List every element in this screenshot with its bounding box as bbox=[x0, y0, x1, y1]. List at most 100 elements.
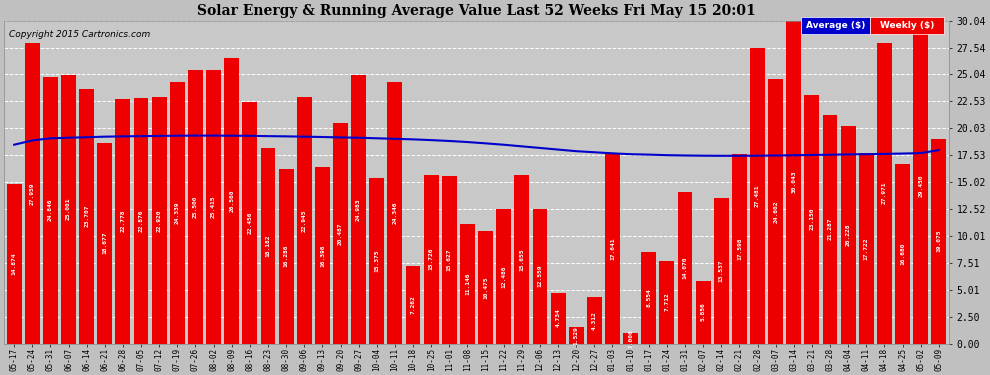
Text: 27.959: 27.959 bbox=[30, 182, 35, 205]
Text: 25.415: 25.415 bbox=[211, 196, 216, 218]
Text: 23.707: 23.707 bbox=[84, 205, 89, 227]
Bar bbox=[659, 261, 674, 344]
Bar bbox=[406, 266, 421, 344]
Text: 21.287: 21.287 bbox=[828, 218, 833, 240]
Bar bbox=[533, 209, 547, 344]
Bar bbox=[859, 153, 874, 344]
Bar bbox=[43, 76, 57, 344]
Text: 30.043: 30.043 bbox=[791, 171, 796, 194]
Bar bbox=[805, 95, 820, 344]
Text: 22.778: 22.778 bbox=[121, 210, 126, 232]
Text: Weekly ($): Weekly ($) bbox=[880, 21, 935, 30]
Bar bbox=[768, 79, 783, 344]
Text: 22.945: 22.945 bbox=[302, 209, 307, 231]
Text: 15.375: 15.375 bbox=[374, 250, 379, 272]
Text: 12.486: 12.486 bbox=[501, 265, 506, 288]
Text: 24.983: 24.983 bbox=[356, 198, 361, 220]
Bar bbox=[823, 115, 838, 344]
Bar bbox=[496, 209, 511, 344]
Bar bbox=[569, 327, 584, 344]
Text: 4.734: 4.734 bbox=[555, 309, 560, 327]
Text: 27.481: 27.481 bbox=[755, 184, 760, 207]
Bar bbox=[677, 192, 692, 344]
Bar bbox=[188, 69, 203, 344]
Text: 15.655: 15.655 bbox=[520, 248, 525, 271]
Text: 25.001: 25.001 bbox=[66, 198, 71, 220]
Bar bbox=[914, 27, 929, 344]
Text: Average ($): Average ($) bbox=[806, 21, 865, 30]
Bar bbox=[387, 82, 402, 344]
Bar bbox=[134, 98, 148, 344]
Bar bbox=[333, 123, 347, 344]
Text: 17.722: 17.722 bbox=[864, 237, 869, 260]
Bar bbox=[460, 224, 475, 344]
Bar bbox=[7, 184, 22, 344]
Bar bbox=[750, 48, 765, 344]
Bar bbox=[550, 292, 565, 344]
Bar bbox=[932, 138, 946, 344]
Text: 22.876: 22.876 bbox=[139, 209, 144, 232]
Bar bbox=[61, 75, 76, 344]
Bar bbox=[515, 175, 530, 344]
Bar bbox=[278, 168, 294, 344]
Bar bbox=[151, 97, 166, 344]
Bar bbox=[315, 167, 330, 344]
Text: 4.312: 4.312 bbox=[592, 311, 597, 330]
Bar bbox=[478, 231, 493, 344]
Text: 19.075: 19.075 bbox=[937, 230, 941, 252]
Bar bbox=[424, 174, 439, 344]
Bar bbox=[260, 148, 275, 344]
Text: 29.450: 29.450 bbox=[918, 174, 924, 196]
Text: 24.339: 24.339 bbox=[175, 201, 180, 224]
Bar bbox=[369, 178, 384, 344]
Text: 7.712: 7.712 bbox=[664, 293, 669, 312]
Text: 11.146: 11.146 bbox=[465, 272, 470, 295]
Text: 17.598: 17.598 bbox=[737, 238, 742, 260]
Text: 24.602: 24.602 bbox=[773, 200, 778, 223]
Text: 16.680: 16.680 bbox=[900, 243, 905, 265]
Text: 14.874: 14.874 bbox=[12, 252, 17, 275]
Bar bbox=[801, 16, 870, 34]
Bar bbox=[605, 154, 620, 344]
Bar bbox=[642, 252, 656, 344]
Text: 20.487: 20.487 bbox=[338, 222, 343, 245]
Text: 22.920: 22.920 bbox=[156, 209, 161, 232]
Bar bbox=[623, 333, 638, 344]
Text: 16.396: 16.396 bbox=[320, 244, 325, 267]
Text: 27.971: 27.971 bbox=[882, 182, 887, 204]
Text: 17.641: 17.641 bbox=[610, 237, 615, 260]
Text: 7.262: 7.262 bbox=[411, 295, 416, 314]
Bar bbox=[297, 97, 312, 344]
Text: 15.726: 15.726 bbox=[429, 248, 434, 270]
Bar bbox=[442, 176, 456, 344]
Bar bbox=[116, 99, 131, 344]
Bar bbox=[714, 198, 729, 344]
Bar bbox=[732, 154, 746, 344]
Text: 18.677: 18.677 bbox=[102, 232, 107, 254]
Bar bbox=[97, 143, 112, 344]
Text: 25.500: 25.500 bbox=[193, 195, 198, 218]
Text: 22.456: 22.456 bbox=[248, 211, 252, 234]
Bar bbox=[696, 280, 711, 344]
Text: 24.346: 24.346 bbox=[392, 201, 397, 224]
Bar bbox=[877, 43, 892, 344]
Bar bbox=[79, 89, 94, 344]
Bar bbox=[587, 297, 602, 344]
Text: 14.070: 14.070 bbox=[682, 257, 687, 279]
Bar bbox=[351, 75, 366, 344]
Text: 16.286: 16.286 bbox=[283, 245, 289, 267]
Text: 5.856: 5.856 bbox=[701, 303, 706, 321]
Bar bbox=[25, 43, 40, 344]
Text: 1.006: 1.006 bbox=[628, 329, 634, 348]
Text: 20.228: 20.228 bbox=[845, 224, 850, 246]
Bar bbox=[170, 82, 185, 344]
Text: Copyright 2015 Cartronics.com: Copyright 2015 Cartronics.com bbox=[9, 30, 150, 39]
Bar bbox=[225, 58, 240, 344]
Text: 26.560: 26.560 bbox=[230, 190, 235, 212]
Bar bbox=[895, 164, 910, 344]
Text: 1.529: 1.529 bbox=[574, 326, 579, 345]
Title: Solar Energy & Running Average Value Last 52 Weeks Fri May 15 20:01: Solar Energy & Running Average Value Las… bbox=[197, 4, 756, 18]
Text: 23.150: 23.150 bbox=[810, 208, 815, 230]
Text: 10.475: 10.475 bbox=[483, 276, 488, 298]
Bar bbox=[786, 21, 801, 344]
